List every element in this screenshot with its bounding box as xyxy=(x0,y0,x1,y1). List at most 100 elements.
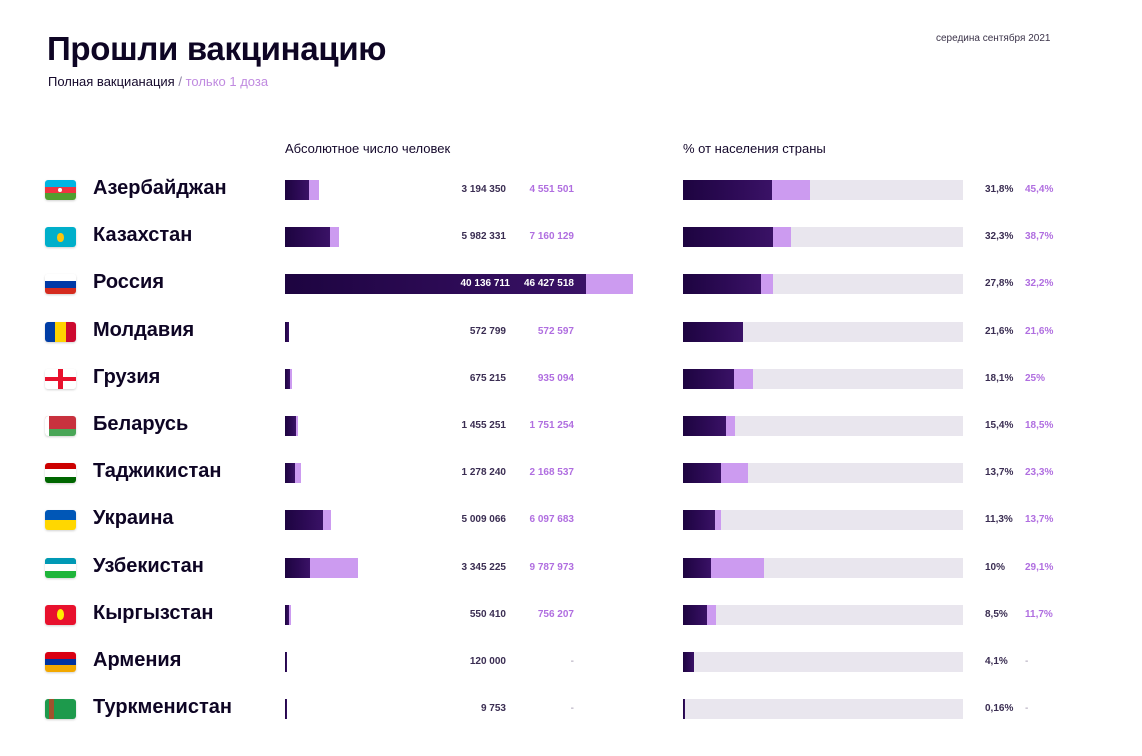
pct-value-partial: 38,7% xyxy=(1025,231,1054,243)
abs-bar-full xyxy=(285,416,296,436)
abs-value-full: 5 009 066 xyxy=(461,514,507,526)
abs-value-full: 1 455 251 xyxy=(461,420,507,431)
country-row: Казахстан 5 982 331 7 160 129 32,3% 38,7% xyxy=(0,219,1142,266)
abs-value-partial: 4 551 501 xyxy=(529,184,575,195)
country-name: Таджикистан xyxy=(93,460,222,483)
pct-bar-full xyxy=(683,652,695,672)
kz-flag-icon xyxy=(45,227,76,248)
pct-bar-full xyxy=(683,180,773,200)
abs-bar-track xyxy=(285,463,633,484)
pct-value-full: 10% xyxy=(985,561,1006,573)
pct-value-partial: 45,4% xyxy=(1025,184,1054,195)
ge-flag-icon xyxy=(45,368,76,389)
abs-value-partial: - xyxy=(570,703,574,715)
pct-column-header: % от населения страны xyxy=(683,141,826,156)
country-name: Беларусь xyxy=(93,413,189,435)
pct-value-partial: 11,7% xyxy=(1025,608,1053,620)
legend-full: Полная вакцианация xyxy=(48,74,175,89)
abs-bar-full xyxy=(285,652,287,672)
abs-value-partial: 7 160 129 xyxy=(529,231,575,243)
pct-value-partial: 25% xyxy=(1025,372,1046,384)
country-row: Молдавия 572 799 572 597 21,6% 21,6% xyxy=(0,314,1142,361)
abs-bar-full xyxy=(285,699,287,720)
abs-bar-full xyxy=(285,180,309,200)
pct-value-partial: 32,2% xyxy=(1025,278,1054,290)
country-row: Туркменистан 9 753-0,16% - xyxy=(0,691,1142,738)
pct-value-full: 32,3% xyxy=(985,231,1014,243)
pct-value-partial: 29,1% xyxy=(1025,561,1054,573)
abs-value-full: 120 000 xyxy=(469,656,506,667)
abs-bar-track xyxy=(285,227,633,248)
pct-bar-track xyxy=(683,321,963,342)
country-row: Таджикистан 1 278 240 2 168 537 13,7% 23,3% xyxy=(0,455,1142,502)
pct-bar-track xyxy=(683,416,963,436)
abs-bar-track xyxy=(285,604,633,625)
abs-value-partial: 9 787 973 xyxy=(529,561,575,573)
pct-value-full: 0,16% xyxy=(985,703,1014,715)
abs-bar-track xyxy=(285,699,633,720)
ru-flag-icon xyxy=(45,274,76,295)
legend: Полная вакцианация / только 1 доза xyxy=(48,74,268,89)
country-name: Туркменистан xyxy=(93,696,232,719)
country-row: Россия 40 136 711 46 427 518 27,8% 32,2% xyxy=(0,266,1142,313)
abs-bar-full xyxy=(285,274,586,295)
country-name: Узбекистан xyxy=(93,554,204,577)
abs-value-partial: 756 207 xyxy=(537,608,574,620)
country-name: Казахстан xyxy=(93,224,193,247)
pct-bar-track xyxy=(683,227,963,248)
chart-title: Прошли вакцинацию xyxy=(47,30,387,67)
pct-bar-track xyxy=(683,463,963,484)
pct-value-full: 27,8% xyxy=(985,278,1014,290)
country-name: Азербайджан xyxy=(93,177,227,199)
md-flag-icon xyxy=(45,321,76,342)
pct-value-partial: - xyxy=(1025,656,1029,667)
abs-value-partial: 6 097 683 xyxy=(529,514,575,526)
uz-flag-icon xyxy=(45,557,76,578)
pct-bar-track xyxy=(683,180,963,200)
abs-value-partial: 2 168 537 xyxy=(529,467,575,479)
pct-bar-track xyxy=(683,557,963,578)
abs-value-partial: 1 751 254 xyxy=(529,420,575,431)
legend-separator: / xyxy=(178,74,182,89)
pct-bar-track xyxy=(683,274,963,295)
pct-value-full: 4,1% xyxy=(985,656,1008,667)
pct-value-partial: 23,3% xyxy=(1025,467,1054,479)
pct-bar-full xyxy=(683,557,711,578)
tm-flag-icon xyxy=(45,699,76,720)
abs-value-full: 1 278 240 xyxy=(461,467,507,479)
pct-bar-track xyxy=(683,652,963,672)
country-name: Украина xyxy=(93,507,174,530)
abs-bar-full xyxy=(285,368,291,389)
pct-value-partial: 21,6% xyxy=(1025,325,1054,337)
abs-bar-track xyxy=(285,510,633,531)
country-name: Кыргызстан xyxy=(93,601,214,624)
pct-bar-full xyxy=(683,510,715,531)
legend-partial: только 1 доза xyxy=(185,74,269,89)
pct-bar-full xyxy=(683,699,685,720)
ua-flag-icon xyxy=(45,510,76,531)
pct-value-full: 21,6% xyxy=(985,325,1014,337)
abs-bar-track xyxy=(285,557,633,578)
abs-bar-full xyxy=(285,604,290,625)
country-name: Грузия xyxy=(93,365,161,388)
pct-value-full: 18,1% xyxy=(985,372,1014,384)
abs-value-full: 3 345 225 xyxy=(461,561,507,573)
country-name: Армения xyxy=(93,649,182,671)
country-name: Молдавия xyxy=(93,318,195,341)
abs-column-header: Абсолютное число человек xyxy=(285,141,451,156)
pct-value-full: 13,7% xyxy=(985,467,1014,479)
abs-bar-track xyxy=(285,321,633,342)
country-row: Беларусь 1 455 251 1 751 254 15,4% 18,5% xyxy=(0,408,1142,455)
country-row: Узбекистан 3 345 225 9 787 973 10% 29,1% xyxy=(0,550,1142,597)
country-row: Армения 120 000 - 4,1% - xyxy=(0,644,1142,691)
abs-value-full: 3 194 350 xyxy=(461,184,507,195)
am-flag-icon xyxy=(45,652,76,672)
pct-bar-full xyxy=(683,416,727,436)
pct-bar-full xyxy=(683,274,761,295)
pct-bar-full xyxy=(683,604,707,625)
tj-flag-icon xyxy=(45,463,76,484)
pct-value-full: 8,5% xyxy=(985,608,1008,620)
abs-value-partial: - xyxy=(570,656,574,667)
abs-bar-track xyxy=(285,368,633,389)
country-row: Азербайджан 3 194 350 4 551 501 31,8% 45,4% xyxy=(0,172,1142,219)
